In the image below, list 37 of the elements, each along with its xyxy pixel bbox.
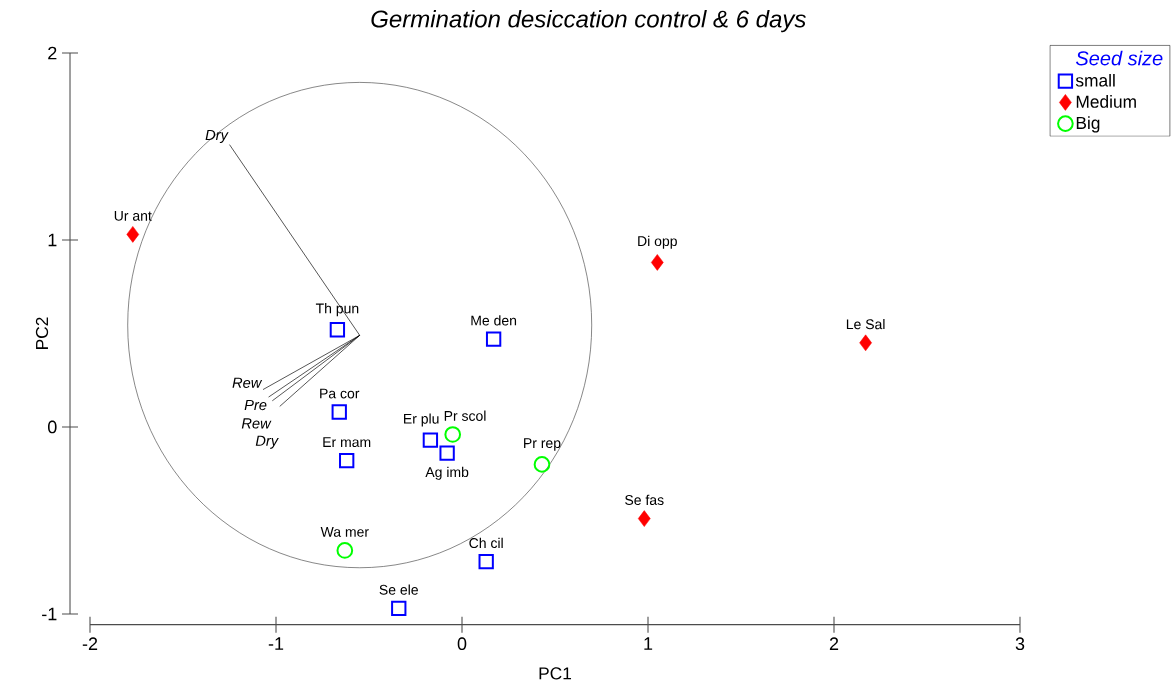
x-tick-label: -2: [82, 637, 98, 650]
annotation: Me den: [471, 315, 517, 326]
legend-label: small: [1075, 73, 1115, 87]
x-tick-label: 2: [829, 637, 839, 650]
annotation: Ag imb: [425, 466, 469, 480]
series-label: Pre: [244, 399, 267, 411]
annotation: Er mam: [323, 437, 371, 448]
annotation: Se fas: [625, 494, 664, 506]
annotation: Le Sal: [846, 318, 885, 330]
annotation: Er plu: [404, 413, 439, 427]
x-tick-label: 1: [644, 637, 653, 650]
series-label: Dry: [255, 435, 279, 449]
x-tick-label: -1: [268, 637, 284, 650]
annotation: Pa cor: [320, 388, 360, 399]
annotation: Pr scol: [444, 410, 486, 421]
y-tick-label: 0: [48, 420, 57, 434]
annotation: Th pun: [315, 303, 359, 317]
y-tick-label: -1: [42, 607, 57, 621]
chart-title: Germination desiccation control & 6 days: [371, 9, 806, 33]
legend-label: Big: [1076, 116, 1100, 133]
y-axis-title: PC2: [35, 317, 49, 349]
series-label: Rew: [232, 377, 263, 388]
annotation: Ch cil: [469, 537, 503, 549]
x-tick-label: 0: [457, 637, 467, 651]
series-label: Rew: [241, 418, 272, 429]
x-axis-title: PC1: [539, 667, 572, 680]
x-tick-label: 3: [1015, 637, 1025, 651]
annotation: Ur ant: [114, 211, 152, 221]
y-tick-label: 1: [48, 233, 57, 247]
y-tick-label: 2: [48, 46, 57, 60]
annotation: Pr rep: [524, 438, 561, 451]
legend-title: Seed size: [1075, 50, 1163, 66]
series-label: Dry: [205, 129, 229, 144]
annotation: Wa mer: [320, 527, 369, 537]
annotation: Di opp: [638, 235, 677, 249]
legend-label: Medium: [1076, 95, 1136, 108]
annotation: Se ele: [379, 584, 418, 595]
